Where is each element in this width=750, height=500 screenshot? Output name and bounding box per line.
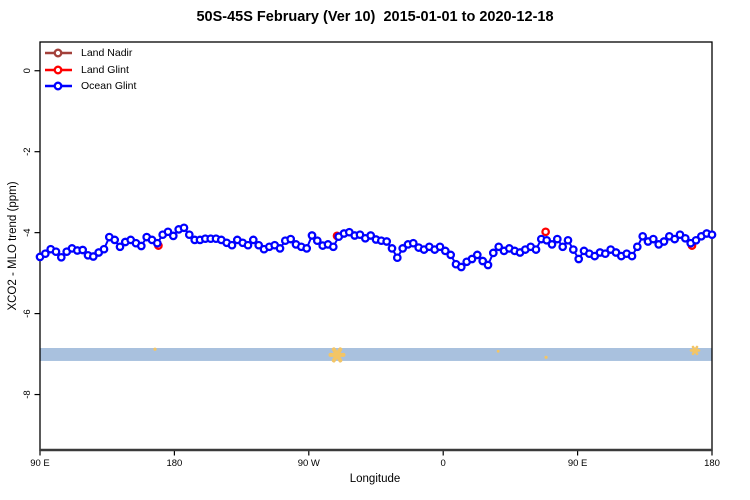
- ocean-glint-point: [638, 231, 648, 241]
- ocean-glint-point: [382, 237, 392, 246]
- ocean-glint-point: [56, 252, 66, 262]
- ocean-glint-point: [600, 249, 610, 259]
- band-marker-asterisk: [328, 347, 346, 363]
- ocean-glint-point: [488, 248, 498, 258]
- y-tick-label: -4: [22, 228, 33, 236]
- ocean-glint-point: [152, 238, 162, 248]
- ocean-glint-point: [184, 230, 194, 240]
- ocean-glint-point: [243, 240, 253, 250]
- legend: Land Nadir Land Glint Ocean Glint: [44, 45, 136, 94]
- ocean-glint-point: [627, 251, 637, 261]
- ocean-glint-point: [302, 244, 312, 253]
- ocean-glint-point: [398, 244, 408, 253]
- ocean-glint-point: [286, 234, 296, 244]
- ocean-glint-point: [648, 234, 658, 244]
- ocean-glint-point: [51, 247, 61, 257]
- legend-marker-icon: [45, 81, 72, 91]
- ocean-glint-point: [227, 240, 237, 250]
- highlight-band: [40, 348, 712, 361]
- x-tick-label: 90 E: [30, 458, 50, 469]
- ocean-glint-point: [632, 242, 642, 252]
- legend-item-land-nadir: Land Nadir: [44, 45, 136, 61]
- legend-label: Land Nadir: [81, 47, 133, 60]
- legend-item-ocean-glint: Ocean Glint: [44, 78, 136, 94]
- ocean-glint-point: [392, 253, 402, 263]
- ocean-glint-point: [78, 245, 88, 255]
- x-tick-label: 180: [166, 458, 182, 469]
- legend-item-land-glint: Land Glint: [44, 61, 136, 77]
- ocean-glint-point: [328, 242, 338, 252]
- ocean-glint-point: [387, 244, 397, 253]
- ocean-glint-point: [558, 242, 568, 252]
- ocean-glint-point: [574, 254, 584, 264]
- y-tick-label: -6: [22, 309, 33, 317]
- x-tick-label: 90 W: [298, 458, 320, 469]
- ocean-glint-point: [456, 262, 466, 272]
- ocean-glint-point: [179, 223, 189, 233]
- ocean-glint-point: [472, 250, 482, 260]
- ocean-glint-point: [483, 260, 493, 270]
- y-tick-label: 0: [22, 68, 33, 73]
- ocean-glint-point: [563, 235, 573, 245]
- ocean-glint-point: [467, 254, 477, 264]
- ocean-glint-point: [552, 234, 562, 244]
- legend-marker-icon: [45, 48, 72, 58]
- y-tick-label: -2: [22, 147, 33, 155]
- ocean-glint-point: [691, 235, 701, 245]
- ocean-glint-point: [680, 233, 690, 243]
- ocean-glint-point: [707, 230, 717, 240]
- ocean-glint-point: [659, 237, 669, 246]
- ocean-glint-point: [168, 231, 178, 241]
- x-axis-label: Longitude: [349, 473, 401, 485]
- ocean-glint-point: [366, 231, 376, 240]
- ocean-glint-point: [99, 244, 109, 254]
- ocean-glint-point: [446, 250, 456, 260]
- chart-title: 50S-45S February (Ver 10) 2015-01-01 to …: [196, 9, 554, 25]
- ocean-glint-point: [531, 245, 541, 254]
- ocean-glint-point: [670, 234, 680, 244]
- x-tick-label: 180: [704, 458, 720, 469]
- ocean-glint-point: [542, 235, 552, 245]
- legend-label: Ocean Glint: [81, 79, 137, 92]
- land-glint-point: [541, 227, 550, 237]
- band-marker: [544, 355, 548, 359]
- x-tick-label: 0: [441, 458, 446, 469]
- ocean-glint-point: [40, 249, 50, 259]
- ocean-glint-point: [547, 240, 557, 249]
- x-tick-label: 90 E: [568, 458, 588, 469]
- legend-marker-icon: [45, 65, 72, 75]
- band-marker-asterisk: [689, 345, 701, 356]
- ocean-glint-point: [88, 252, 98, 261]
- ocean-glint-point: [478, 256, 488, 266]
- ocean-glint-point: [494, 242, 504, 252]
- ocean-glint-point: [275, 244, 285, 253]
- ocean-glint-point: [110, 235, 120, 245]
- y-tick-label: -8: [22, 390, 33, 398]
- ocean-glint-point: [248, 235, 258, 245]
- ocean-glint-point: [115, 242, 125, 252]
- ocean-glint-point: [440, 246, 450, 256]
- band-marker: [496, 349, 500, 353]
- ocean-glint-point: [307, 231, 317, 240]
- ocean-glint-point: [568, 245, 578, 254]
- ocean-glint-point: [136, 241, 146, 251]
- legend-label: Land Glint: [81, 63, 129, 76]
- ocean-glint-point: [408, 238, 418, 248]
- ocean-glint-point: [163, 227, 173, 237]
- ocean-glint-point: [435, 242, 445, 252]
- band-marker: [153, 347, 157, 351]
- ocean-glint-point: [312, 236, 322, 246]
- ocean-glint-point: [254, 240, 264, 250]
